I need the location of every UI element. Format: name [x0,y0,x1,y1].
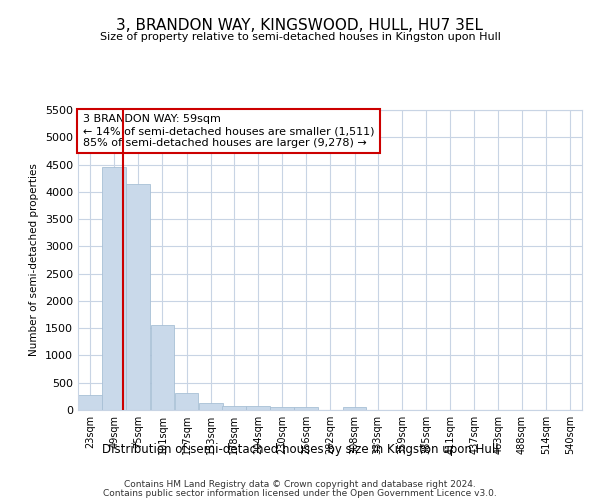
Bar [271,407,294,410]
Text: Distribution of semi-detached houses by size in Kingston upon Hull: Distribution of semi-detached houses by … [101,442,499,456]
Bar [151,326,174,410]
Y-axis label: Number of semi-detached properties: Number of semi-detached properties [29,164,40,356]
Bar [127,184,150,410]
Bar [199,403,223,410]
Bar [175,392,199,410]
Text: Size of property relative to semi-detached houses in Kingston upon Hull: Size of property relative to semi-detach… [100,32,500,42]
Text: Contains public sector information licensed under the Open Government Licence v3: Contains public sector information licen… [103,489,497,498]
Bar [78,394,102,410]
Bar [246,406,270,410]
Bar [295,408,318,410]
Bar [222,406,246,410]
Bar [103,168,126,410]
Bar [343,407,367,410]
Text: Contains HM Land Registry data © Crown copyright and database right 2024.: Contains HM Land Registry data © Crown c… [124,480,476,489]
Text: 3, BRANDON WAY, KINGSWOOD, HULL, HU7 3EL: 3, BRANDON WAY, KINGSWOOD, HULL, HU7 3EL [116,18,484,32]
Text: 3 BRANDON WAY: 59sqm
← 14% of semi-detached houses are smaller (1,511)
85% of se: 3 BRANDON WAY: 59sqm ← 14% of semi-detac… [83,114,374,148]
